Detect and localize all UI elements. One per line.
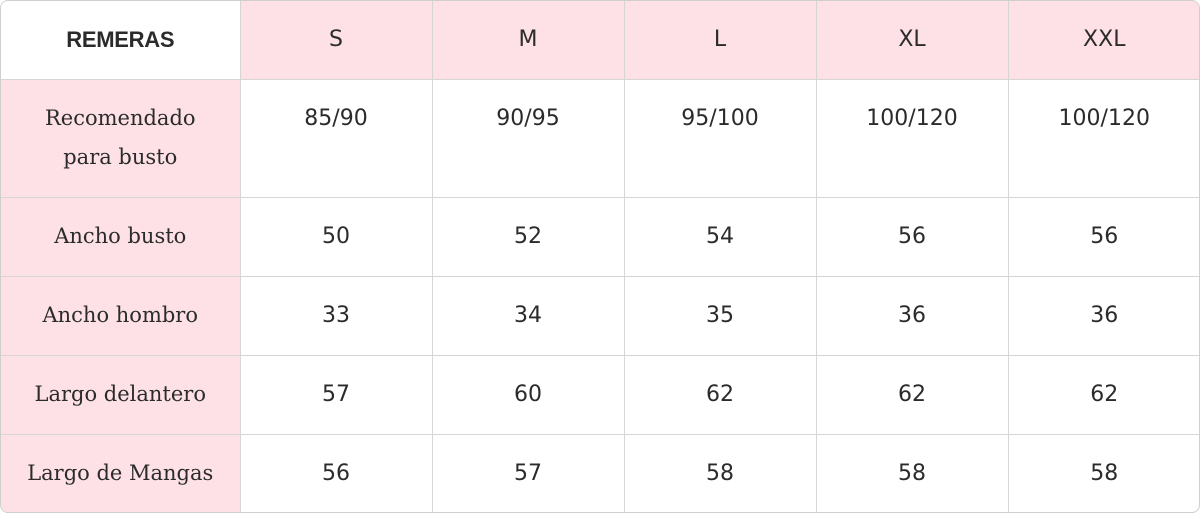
size-header-m: M — [431, 1, 625, 80]
table-cell: 100/120 — [1007, 78, 1199, 198]
size-header-xl: XL — [815, 1, 1009, 80]
table-row: Largo de Mangas 56 57 58 58 58 — [1, 433, 1199, 512]
table-cell: 33 — [239, 275, 433, 356]
table-cell: 57 — [239, 354, 433, 435]
table-cell: 95/100 — [623, 78, 817, 198]
table-row: Recomendado para busto 85/90 90/95 95/10… — [1, 78, 1199, 198]
table-cell: 36 — [815, 275, 1009, 356]
row-label: Ancho hombro — [1, 275, 241, 356]
table-cell: 57 — [431, 433, 625, 512]
table-cell: 52 — [431, 196, 625, 277]
table-cell: 36 — [1007, 275, 1199, 356]
table-row: Largo delantero 57 60 62 62 62 — [1, 354, 1199, 435]
row-label-line: para busto — [63, 145, 178, 169]
size-header-l: L — [623, 1, 817, 80]
table-cell: 34 — [431, 275, 625, 356]
table-cell: 62 — [623, 354, 817, 435]
table-cell: 62 — [815, 354, 1009, 435]
table-cell: 58 — [815, 433, 1009, 512]
header-row: REMERAS S M L XL XXL — [1, 1, 1199, 80]
row-label: Largo de Mangas — [1, 433, 241, 512]
size-header-xxl: XXL — [1007, 1, 1199, 80]
table-cell: 56 — [815, 196, 1009, 277]
table-cell: 58 — [623, 433, 817, 512]
row-label: Recomendado para busto — [1, 78, 241, 198]
table-cell: 56 — [1007, 196, 1199, 277]
table-cell: 58 — [1007, 433, 1199, 512]
table-title: REMERAS — [1, 1, 241, 80]
table-row: Ancho hombro 33 34 35 36 36 — [1, 275, 1199, 356]
table-cell: 35 — [623, 275, 817, 356]
table-cell: 50 — [239, 196, 433, 277]
table-cell: 85/90 — [239, 78, 433, 198]
table-cell: 90/95 — [431, 78, 625, 198]
row-label: Ancho busto — [1, 196, 241, 277]
row-label: Largo delantero — [1, 354, 241, 435]
table-row: Ancho busto 50 52 54 56 56 — [1, 196, 1199, 277]
table-cell: 62 — [1007, 354, 1199, 435]
table-cell: 60 — [431, 354, 625, 435]
table-cell: 54 — [623, 196, 817, 277]
size-header-s: S — [239, 1, 433, 80]
row-label-line: Recomendado — [44, 106, 196, 130]
table-cell: 56 — [239, 433, 433, 512]
table-cell: 100/120 — [815, 78, 1009, 198]
